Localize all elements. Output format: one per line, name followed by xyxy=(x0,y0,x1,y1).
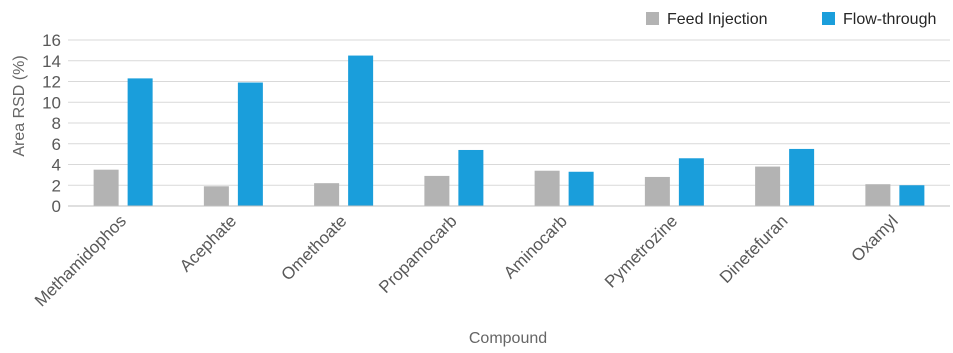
bar-flow-through-oxamyl xyxy=(899,185,925,206)
y-tick-label: 6 xyxy=(52,135,61,154)
bar-feed-injection-methamidophos xyxy=(93,169,119,206)
x-tick-label-omethoate: Omethoate xyxy=(278,211,351,284)
x-tick-label-dinetefuran: Dinetefuran xyxy=(716,211,792,287)
bar-flow-through-methamidophos xyxy=(127,78,153,206)
x-tick-label-aminocarb: Aminocarb xyxy=(500,211,571,282)
legend-swatch-flow-through xyxy=(822,12,835,25)
bar-flow-through-pymetrozine xyxy=(678,158,704,206)
bar-flow-through-aminocarb xyxy=(568,171,594,206)
x-tick-label-oxamyl: Oxamyl xyxy=(848,211,902,265)
bar-flow-through-dinetefuran xyxy=(789,148,815,206)
bar-feed-injection-propamocarb xyxy=(424,175,450,206)
bar-feed-injection-acephate xyxy=(203,186,229,206)
y-tick-label: 12 xyxy=(42,73,61,92)
x-tick-label-acephate: Acephate xyxy=(176,211,240,275)
bar-flow-through-propamocarb xyxy=(458,149,484,206)
y-tick-label: 2 xyxy=(52,176,61,195)
bars xyxy=(93,55,925,206)
legend-label-feed-injection: Feed Injection xyxy=(667,11,768,28)
y-tick-label: 16 xyxy=(42,31,61,50)
y-tick-label: 8 xyxy=(52,114,61,133)
bar-flow-through-omethoate xyxy=(348,55,374,206)
legend-label-flow-through: Flow-through xyxy=(843,11,936,28)
bar-flow-through-acephate xyxy=(237,82,263,206)
x-tick-label-propamocarb: Propamocarb xyxy=(375,211,461,297)
x-tick-label-methamidophos: Methamidophos xyxy=(31,211,130,310)
y-tick-label: 4 xyxy=(52,156,61,175)
x-axis-title: Compound xyxy=(469,330,547,347)
y-axis-title: Area RSD (%) xyxy=(11,55,28,156)
x-tick-labels: Methamidophos Acephate Omethoate Propamocar… xyxy=(31,211,902,310)
bar-feed-injection-oxamyl xyxy=(865,184,891,206)
legend-swatch-feed-injection xyxy=(646,12,659,25)
y-tick-label: 0 xyxy=(52,197,61,216)
gridlines xyxy=(68,39,950,186)
bar-feed-injection-pymetrozine xyxy=(644,176,670,206)
bar-feed-injection-omethoate xyxy=(314,183,340,206)
bar-feed-injection-dinetefuran xyxy=(755,166,781,206)
y-tick-label: 14 xyxy=(42,52,61,71)
y-tick-label: 10 xyxy=(42,93,61,112)
x-tick-label-pymetrozine: Pymetrozine xyxy=(601,211,681,291)
legend: Feed Injection Flow-through xyxy=(646,11,936,28)
bar-feed-injection-aminocarb xyxy=(534,170,560,206)
